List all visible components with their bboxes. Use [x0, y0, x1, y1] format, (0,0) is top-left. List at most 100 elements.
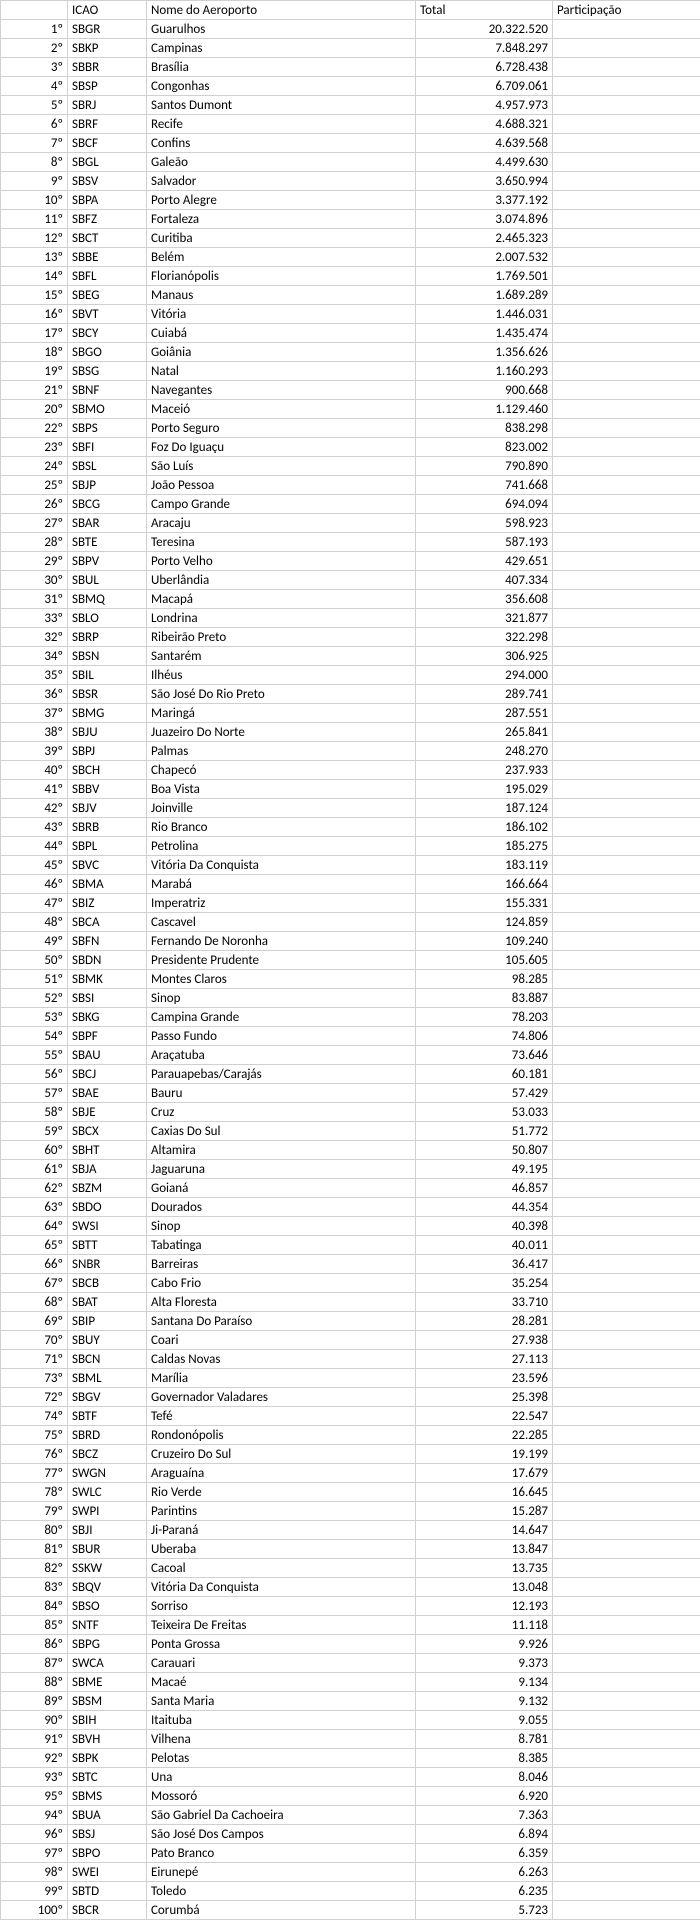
cell-rank: 60º	[1, 1141, 68, 1160]
table-row: 39ºSBPJPalmas248.2700,26%	[1, 742, 700, 761]
cell-icao: SBTT	[68, 1236, 147, 1255]
cell-name: Chapecó	[147, 761, 416, 780]
cell-total: 3.650.994	[416, 172, 553, 191]
cell-rank: 79º	[1, 1502, 68, 1521]
cell-total: 265.841	[416, 723, 553, 742]
cell-icao: SBCJ	[68, 1065, 147, 1084]
cell-total: 51.772	[416, 1122, 553, 1141]
cell-rank: 46º	[1, 875, 68, 894]
cell-total: 23.596	[416, 1369, 553, 1388]
table-row: 55ºSBAUAraçatuba73.6460,08%	[1, 1046, 700, 1065]
cell-name: Mossoró	[147, 1787, 416, 1806]
cell-part: 0,01%	[553, 1692, 700, 1711]
cell-name: Ji-Paraná	[147, 1521, 416, 1540]
cell-total: 49.195	[416, 1160, 553, 1179]
table-row: 11ºSBFZFortaleza3.074.8963,17%	[1, 210, 700, 229]
table-row: 7ºSBCFConfins4.639.5684,78%	[1, 134, 700, 153]
cell-icao: SBME	[68, 1673, 147, 1692]
cell-total: 44.354	[416, 1198, 553, 1217]
cell-part: 0,33%	[553, 628, 700, 647]
cell-name: Vitória	[147, 305, 416, 324]
cell-name: Santana Do Paraíso	[147, 1312, 416, 1331]
cell-icao: SBBR	[68, 58, 147, 77]
cell-total: 289.741	[416, 685, 553, 704]
cell-icao: SBFN	[68, 932, 147, 951]
cell-icao: SBCZ	[68, 1445, 147, 1464]
cell-part: 0,01%	[553, 1616, 700, 1635]
cell-icao: SBRF	[68, 115, 147, 134]
cell-name: Porto Seguro	[147, 419, 416, 438]
cell-total: 9.055	[416, 1711, 553, 1730]
cell-rank: 52º	[1, 989, 68, 1008]
cell-part: 0,86%	[553, 419, 700, 438]
table-row: 21ºSBNFNavegantes900.6680,93%	[1, 381, 700, 400]
cell-rank: 12º	[1, 229, 68, 248]
cell-rank: 7º	[1, 134, 68, 153]
cell-name: Florianópolis	[147, 267, 416, 286]
cell-icao: SBSN	[68, 647, 147, 666]
cell-part: 0,17%	[553, 875, 700, 894]
cell-part: 0,05%	[553, 1198, 700, 1217]
cell-total: 53.033	[416, 1103, 553, 1122]
cell-icao: SBAT	[68, 1293, 147, 1312]
cell-name: Parintins	[147, 1502, 416, 1521]
cell-name: Imperatriz	[147, 894, 416, 913]
cell-rank: 36º	[1, 685, 68, 704]
cell-part: 0,76%	[553, 476, 700, 495]
cell-total: 13.735	[416, 1559, 553, 1578]
cell-icao: SBFI	[68, 438, 147, 457]
table-row: 66ºSNBRBarreiras36.4170,04%	[1, 1255, 700, 1274]
cell-total: 183.119	[416, 856, 553, 875]
table-row: 15ºSBEGManaus1.689.2891,74%	[1, 286, 700, 305]
cell-icao: SBJA	[68, 1160, 147, 1179]
table-row: 53ºSBKGCampina Grande78.2030,08%	[1, 1008, 700, 1027]
cell-name: Goiânia	[147, 343, 416, 362]
cell-icao: SBCY	[68, 324, 147, 343]
table-row: 9ºSBSVSalvador3.650.9943,76%	[1, 172, 700, 191]
table-row: 94ºSBUASão Gabriel Da Cachoeira7.3630,01…	[1, 1806, 700, 1825]
cell-total: 6.920	[416, 1787, 553, 1806]
cell-icao: SBPK	[68, 1749, 147, 1768]
cell-total: 4.957.973	[416, 96, 553, 115]
table-row: 96ºSBSJSão José Dos Campos6.8940,01%	[1, 1825, 700, 1844]
cell-rank: 20º	[1, 400, 68, 419]
table-row: 45ºSBVCVitória Da Conquista183.1190,19%	[1, 856, 700, 875]
cell-icao: SBSL	[68, 457, 147, 476]
cell-part: 0,02%	[553, 1407, 700, 1426]
cell-rank: 6º	[1, 115, 68, 134]
cell-total: 321.877	[416, 609, 553, 628]
cell-part: 0,01%	[553, 1711, 700, 1730]
cell-name: João Pessoa	[147, 476, 416, 495]
cell-icao: SBKG	[68, 1008, 147, 1027]
cell-name: Londrina	[147, 609, 416, 628]
table-row: 34ºSBSNSantarém306.9250,32%	[1, 647, 700, 666]
cell-icao: SBTD	[68, 1882, 147, 1901]
table-row: 60ºSBHTAltamira50.8070,05%	[1, 1141, 700, 1160]
table-row: 36ºSBSRSão José Do Rio Preto289.7410,30%	[1, 685, 700, 704]
cell-icao: SBCR	[68, 1901, 147, 1920]
cell-name: Teresina	[147, 533, 416, 552]
cell-name: Boa Vista	[147, 780, 416, 799]
cell-icao: SNTF	[68, 1616, 147, 1635]
cell-icao: SBPG	[68, 1635, 147, 1654]
table-row: 23ºSBFIFoz Do Iguaçu823.0020,85%	[1, 438, 700, 457]
cell-name: Jaguaruna	[147, 1160, 416, 1179]
table-row: 40ºSBCHChapecó237.9330,25%	[1, 761, 700, 780]
cell-part: 6,64%	[553, 39, 700, 58]
table-row: 61ºSBJAJaguaruna49.1950,05%	[1, 1160, 700, 1179]
table-row: 97ºSBPOPato Branco6.3590,01%	[1, 1844, 700, 1863]
cell-total: 6.728.438	[416, 58, 553, 77]
cell-rank: 82º	[1, 1559, 68, 1578]
table-row: 92ºSBPKPelotas8.3850,01%	[1, 1749, 700, 1768]
cell-rank: 14º	[1, 267, 68, 286]
cell-total: 248.270	[416, 742, 553, 761]
cell-icao: SBUY	[68, 1331, 147, 1350]
cell-rank: 19º	[1, 362, 68, 381]
cell-total: 73.646	[416, 1046, 553, 1065]
cell-name: Santos Dumont	[147, 96, 416, 115]
cell-part: 0,85%	[553, 438, 700, 457]
cell-name: Confins	[147, 134, 416, 153]
table-row: 48ºSBCACascavel124.8590,13%	[1, 913, 700, 932]
cell-rank: 5º	[1, 96, 68, 115]
cell-total: 16.645	[416, 1483, 553, 1502]
